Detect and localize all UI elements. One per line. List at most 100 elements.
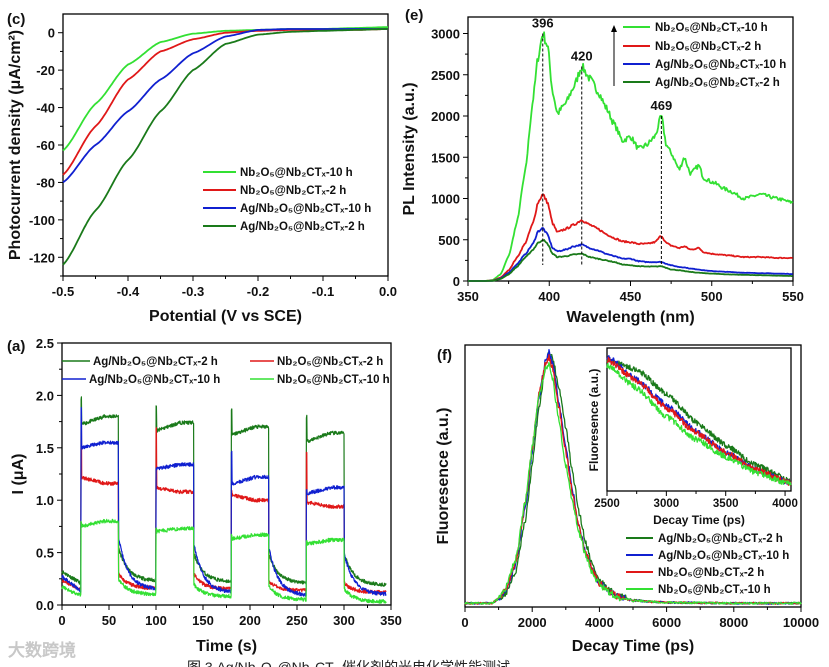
peak-label: 396 (532, 16, 554, 31)
inset-series-line (606, 356, 792, 486)
peak-label: 420 (571, 49, 593, 64)
x-tick-label: 8000 (719, 615, 748, 630)
x-tick-label: -0.4 (117, 284, 140, 299)
panel-label: (a) (7, 338, 25, 355)
x-axis-title: Wavelength (nm) (566, 309, 694, 326)
y-axis-title: PL Intensity (a.u.) (401, 82, 418, 215)
x-tick-label: 4000 (585, 615, 614, 630)
series-line (464, 361, 802, 605)
x-tick-label: 3500 (713, 498, 739, 510)
legend-label: Nb₂O₅@Nb₂CTₓ-10 h (658, 584, 771, 596)
legend-label: Ag/Nb₂O₅@Nb₂CTₓ-2 h (240, 221, 365, 233)
x-tick-label: 450 (620, 289, 642, 304)
legend-label: Ag/Nb₂O₅@Nb₂CTₓ-10 h (655, 59, 786, 71)
legend-label: Nb₂O₅@Nb₂CTₓ-2 h (658, 567, 764, 579)
legend-label: Nb₂O₅@Nb₂CTₓ-2 h (277, 356, 383, 368)
x-tick-label: 10000 (783, 615, 819, 630)
y-tick-label: -120 (29, 250, 55, 265)
plot-frame (606, 347, 792, 492)
x-tick-label: -0.1 (312, 284, 334, 299)
y-tick-label: -80 (36, 175, 55, 190)
x-tick-label: 250 (286, 613, 308, 628)
series-line (62, 26, 388, 152)
legend-label: Ag/Nb₂O₅@Nb₂CTₓ-2 h (655, 77, 780, 89)
x-tick-label: -0.2 (247, 284, 269, 299)
panel-c: -0.5 -0.4 -0.3 -0.2 -0.1 0.0 0 -20 -40 -60 -80 -100… (7, 11, 397, 325)
series-line (468, 193, 793, 282)
legend-label: Nb₂O₅@Nb₂CTₓ-2 h (240, 185, 346, 197)
y-tick-label: -60 (36, 138, 55, 153)
x-tick-label: 550 (782, 289, 804, 304)
y-tick-label: 0.5 (36, 546, 54, 561)
y-tick-label: -20 (36, 63, 55, 78)
inset-y-axis-title: Fluoresence (a.u.) (587, 369, 601, 472)
x-tick-label: 0 (461, 615, 468, 630)
panel-label: (e) (405, 7, 423, 24)
y-tick-label: 1500 (431, 150, 460, 165)
x-tick-label: 4000 (772, 498, 798, 510)
y-tick-label: 1.0 (36, 493, 54, 508)
x-tick-label: 100 (145, 613, 167, 628)
y-tick-label: 1.5 (36, 441, 54, 456)
x-tick-label: 500 (701, 289, 723, 304)
series-line (62, 28, 388, 184)
panel-label: (f) (437, 347, 452, 364)
series-line (468, 239, 793, 282)
series-line (468, 227, 793, 282)
x-tick-label: 50 (102, 613, 116, 628)
inset-x-axis-title: Decay Time (ps) (653, 513, 745, 527)
legend-label: Ag/Nb₂O₅@Nb₂CTₓ-10 h (658, 550, 789, 562)
y-axis-title: Fluoresence (a.u.) (435, 408, 452, 545)
x-tick-label: 350 (457, 289, 479, 304)
plot-frame (62, 13, 389, 277)
y-tick-label: 2000 (431, 109, 460, 124)
y-tick-label: -40 (36, 101, 55, 116)
y-tick-label: 0 (48, 26, 55, 41)
x-tick-label: -0.3 (182, 284, 204, 299)
arrow-head-icon (611, 25, 617, 32)
legend-label: Nb₂O₅@Nb₂CTₓ-10 h (655, 22, 768, 34)
series-line (61, 412, 387, 595)
plot-frame (467, 16, 794, 282)
series-line (62, 28, 388, 266)
legend-label: Ag/Nb₂O₅@Nb₂CTₓ-10 h (89, 374, 220, 386)
series-line (61, 518, 387, 604)
x-tick-label: 0.0 (379, 284, 397, 299)
series-line (61, 396, 387, 587)
x-tick-label: 0 (58, 613, 65, 628)
y-tick-label: -100 (29, 213, 55, 228)
panel-e: 350 400 450 500 550 0 500 1000 1500 2000 2500 3000 3… (401, 7, 804, 326)
legend-label: Nb₂O₅@Nb₂CTₓ-10 h (277, 374, 390, 386)
y-tick-label: 500 (438, 233, 460, 248)
series-line (468, 31, 794, 282)
x-tick-label: 3000 (654, 498, 680, 510)
x-tick-label: 350 (380, 613, 402, 628)
y-tick-label: 3000 (431, 27, 460, 42)
y-axis-title: Photocurrent density (μA/cm²) (7, 30, 24, 260)
peak-label: 469 (651, 98, 673, 113)
x-tick-label: 300 (333, 613, 355, 628)
inset-series-line (606, 362, 792, 486)
y-tick-label: 1000 (431, 192, 460, 207)
inset-series-line (606, 357, 792, 484)
x-tick-label: 400 (538, 289, 560, 304)
panel-undefined-inset: 2500 3000 3500 4000 Decay Time (ps) Fluoresen… (587, 347, 798, 527)
panel-label: (c) (7, 11, 25, 28)
y-tick-label: 2.0 (36, 388, 54, 403)
watermark: 大数跨境 (8, 640, 76, 660)
panel-a: 0 50 100 150 200 250 300 350 0.0 0.5 1.0 1.5 2.0 2.5 A… (7, 336, 402, 655)
y-tick-label: 2.5 (36, 336, 54, 351)
legend-label: Nb₂O₅@Nb₂CTₓ-10 h (240, 167, 353, 179)
panel-f: 0 2000 4000 6000 8000 10000 Ag/Nb₂O₅@Nb₂CTₓ-2 … (435, 344, 819, 655)
legend-label: Ag/Nb₂O₅@Nb₂CTₓ-2 h (93, 356, 218, 368)
x-tick-label: 2000 (518, 615, 547, 630)
x-tick-label: 2500 (594, 498, 620, 510)
y-tick-label: 2500 (431, 68, 460, 83)
series-line (62, 28, 388, 176)
series-line (61, 406, 387, 597)
y-tick-label: 0.0 (36, 598, 54, 613)
y-tick-label: 0 (453, 274, 460, 289)
legend-label: Ag/Nb₂O₅@Nb₂CTₓ-2 h (658, 533, 783, 545)
